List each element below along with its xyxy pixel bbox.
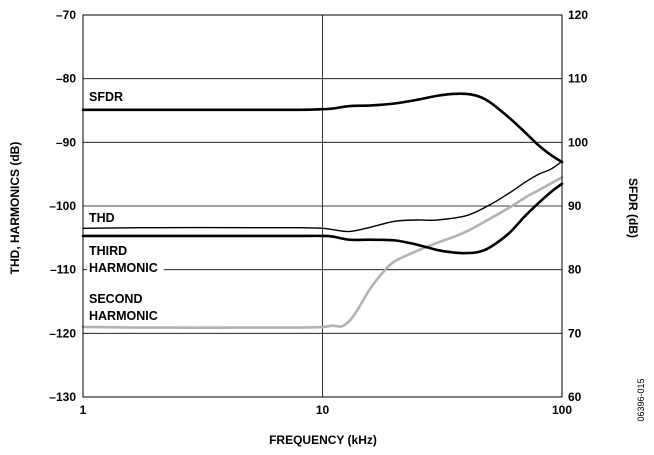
y-tick-label: –130 bbox=[49, 390, 76, 404]
y2-tick-label: 60 bbox=[568, 390, 582, 404]
second-harmonic-label-line2: HARMONIC bbox=[89, 309, 158, 323]
series-line-sfdr bbox=[81, 92, 564, 164]
sfdr-series-label: SFDR bbox=[89, 90, 123, 104]
figure-id: 06396-015 bbox=[636, 378, 646, 421]
thd-series-label: THD bbox=[89, 211, 115, 225]
series-line-second-harmonic bbox=[81, 176, 564, 329]
y2-tick-label: 80 bbox=[568, 263, 582, 277]
tick-labels: –70–80–90–100–110–120–130120110100908070… bbox=[49, 8, 588, 417]
y2-tick-label: 100 bbox=[568, 135, 588, 149]
y2-tick-label: 70 bbox=[568, 326, 582, 340]
x-tick-label: 1 bbox=[80, 403, 87, 417]
third-harmonic-label-line2: HARMONIC bbox=[89, 261, 158, 275]
y-tick-label: –80 bbox=[56, 72, 76, 86]
series-line-third-harmonic bbox=[81, 182, 564, 255]
y-tick-label: –70 bbox=[56, 8, 76, 22]
series-lines bbox=[81, 92, 564, 329]
second-harmonic-label-background bbox=[87, 291, 164, 324]
y-tick-label: –100 bbox=[49, 199, 76, 213]
y-tick-label: –120 bbox=[49, 326, 76, 340]
x-axis-title: FREQUENCY (kHz) bbox=[269, 433, 377, 447]
third-harmonic-label-background bbox=[87, 243, 164, 276]
y-tick-label: –110 bbox=[50, 263, 76, 277]
second-harmonic-label-line1: SECOND bbox=[89, 292, 142, 306]
y-tick-label: –90 bbox=[56, 135, 76, 149]
third-harmonic-label-line1: THIRD bbox=[89, 244, 127, 258]
y2-tick-label: 90 bbox=[568, 199, 582, 213]
y-axis-title-right: SFDR (dB) bbox=[626, 178, 640, 238]
y2-tick-label: 120 bbox=[568, 8, 588, 22]
y2-tick-label: 110 bbox=[568, 72, 588, 86]
plot-frame bbox=[82, 14, 563, 398]
series-line-thd bbox=[82, 160, 563, 233]
x-tick-label: 100 bbox=[552, 403, 572, 417]
x-tick-label: 10 bbox=[316, 403, 330, 417]
y-axis-title-left: THD, HARMONICS (dB) bbox=[8, 142, 22, 275]
